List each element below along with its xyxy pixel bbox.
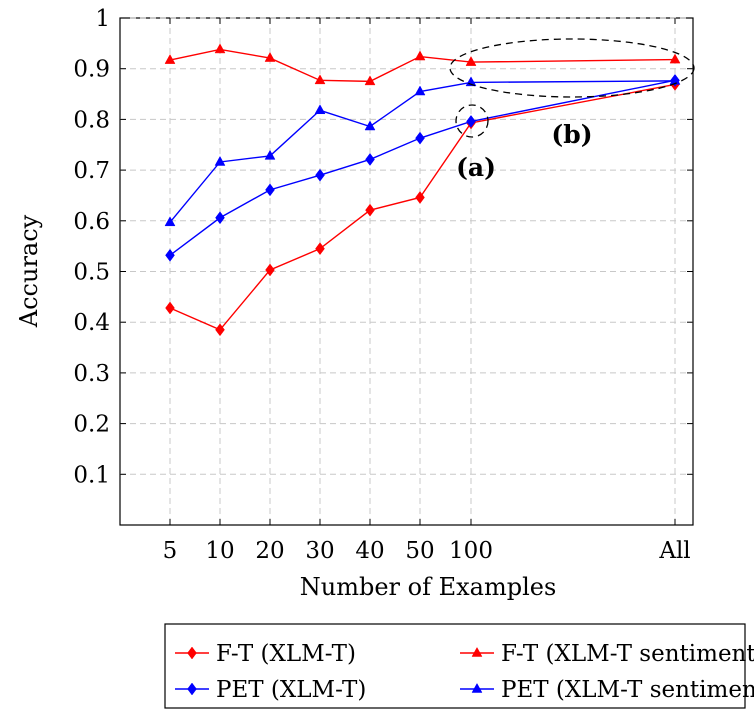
annotation-a-label: (a) bbox=[456, 153, 496, 182]
data-point bbox=[466, 115, 476, 128]
x-tick-label: 5 bbox=[163, 538, 178, 564]
data-point bbox=[669, 74, 681, 85]
series-line bbox=[169, 83, 676, 331]
legend-item-0: F-T (XLM-T) bbox=[175, 641, 356, 667]
data-point bbox=[314, 104, 326, 115]
legend-label: F-T (XLM-T) bbox=[216, 641, 356, 667]
x-tick-label: 40 bbox=[355, 538, 384, 564]
data-point bbox=[465, 56, 477, 66]
y-tick-label: 0.2 bbox=[73, 412, 110, 438]
y-axis-label: Accuracy bbox=[15, 214, 43, 328]
y-tick-label: 0.5 bbox=[73, 260, 110, 286]
data-point bbox=[265, 263, 275, 277]
data-point bbox=[214, 43, 226, 54]
data-point bbox=[314, 74, 326, 85]
data-point bbox=[414, 50, 426, 61]
x-axis-label: Number of Examples bbox=[300, 573, 557, 601]
data-point bbox=[415, 191, 425, 204]
legend-item-1: F-T (XLM-T sentiment) bbox=[460, 641, 754, 667]
data-point bbox=[265, 183, 275, 197]
annotation-b-label: (b) bbox=[551, 120, 592, 149]
series-2 bbox=[165, 73, 680, 262]
legend-item-2: PET (XLM-T) bbox=[175, 677, 366, 703]
data-point bbox=[315, 242, 325, 256]
x-tick-label: All bbox=[658, 538, 690, 564]
y-tick-label: 0.4 bbox=[73, 310, 110, 336]
y-axis-ticks: 0.1 0.2 0.3 0.4 0.5 0.6 0.7 0.8 0.9 1 bbox=[73, 6, 693, 488]
annotation-a-ellipse bbox=[455, 104, 489, 138]
data-point bbox=[264, 149, 276, 160]
annotations: (a) (b) bbox=[449, 38, 695, 182]
legend-label: PET (XLM-T) bbox=[216, 677, 366, 703]
legend-swatch-marker bbox=[187, 646, 197, 660]
data-point bbox=[165, 248, 175, 262]
legend-swatch-marker bbox=[471, 682, 483, 693]
data-point bbox=[214, 155, 226, 166]
legend-item-3: PET (XLM-T sentiment) bbox=[460, 677, 754, 703]
legend-swatch-marker bbox=[471, 646, 483, 657]
y-tick-label: 0.8 bbox=[73, 107, 110, 133]
y-tick-label: 0.7 bbox=[73, 158, 110, 184]
data-point bbox=[364, 120, 376, 131]
x-tick-label: 30 bbox=[305, 538, 334, 564]
data-point bbox=[165, 301, 175, 315]
y-tick-label: 0.9 bbox=[73, 57, 110, 83]
data-point bbox=[264, 52, 276, 62]
x-tick-label: 10 bbox=[205, 538, 234, 564]
data-point bbox=[164, 216, 176, 227]
legend-label: PET (XLM-T sentiment) bbox=[501, 677, 754, 703]
series-layer bbox=[164, 43, 681, 337]
series-0 bbox=[165, 78, 680, 337]
x-tick-label: 50 bbox=[405, 538, 434, 564]
data-point bbox=[164, 54, 176, 64]
data-point bbox=[415, 131, 425, 145]
y-tick-label: 1 bbox=[95, 6, 110, 32]
x-axis-ticks: 5 10 20 30 40 50 100 All bbox=[163, 18, 691, 564]
data-point bbox=[215, 323, 225, 337]
series-line bbox=[169, 79, 676, 256]
data-point bbox=[365, 203, 375, 217]
data-point bbox=[215, 211, 225, 225]
series-1 bbox=[164, 43, 681, 86]
y-tick-label: 0.3 bbox=[73, 361, 110, 387]
y-tick-label: 0.6 bbox=[73, 209, 110, 235]
data-point bbox=[365, 153, 375, 166]
legend-swatch-marker bbox=[187, 682, 197, 696]
data-point bbox=[364, 75, 376, 86]
x-tick-label: 100 bbox=[449, 538, 493, 564]
y-tick-label: 0.1 bbox=[73, 462, 110, 488]
legend-label: F-T (XLM-T sentiment) bbox=[501, 641, 754, 667]
data-point bbox=[315, 168, 325, 182]
x-tick-label: 20 bbox=[255, 538, 284, 564]
series-line bbox=[169, 80, 676, 223]
data-point bbox=[414, 85, 426, 96]
legend: F-T (XLM-T) F-T (XLM-T sentiment) PET (XLM… bbox=[164, 623, 754, 709]
annotation-b-ellipse bbox=[449, 38, 695, 98]
data-point bbox=[669, 53, 681, 64]
legend-box bbox=[164, 623, 746, 709]
series-line bbox=[169, 48, 676, 83]
